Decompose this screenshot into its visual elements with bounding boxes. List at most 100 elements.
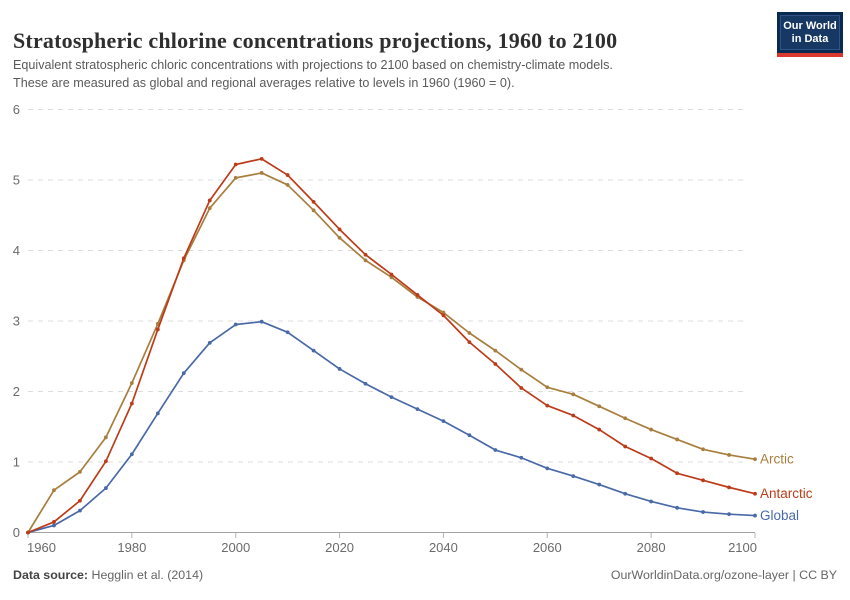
data-point-antarctic-2045[interactable] <box>467 340 472 345</box>
data-point-antarctic-2055[interactable] <box>519 386 524 390</box>
data-point-global-2025[interactable] <box>363 381 368 386</box>
data-point-antarctic-1960[interactable] <box>26 530 30 535</box>
data-point-antarctic-2090[interactable] <box>701 478 705 483</box>
data-point-antarctic-2085[interactable] <box>675 471 680 476</box>
series-label-arctic[interactable]: Arctic <box>760 452 794 467</box>
data-point-global-2040[interactable] <box>441 419 446 424</box>
data-point-global-1985[interactable] <box>155 411 160 416</box>
data-point-global-2020[interactable] <box>337 367 342 371</box>
data-point-arctic-2050[interactable] <box>493 348 498 353</box>
data-point-global-2065[interactable] <box>571 474 576 478</box>
data-point-global-2000[interactable] <box>233 322 238 327</box>
series-label-global[interactable]: Global <box>760 508 799 523</box>
series-line-arctic[interactable] <box>27 172 756 534</box>
data-point-global-2010[interactable] <box>285 330 290 335</box>
data-point-global-2100[interactable] <box>753 513 757 518</box>
data-point-antarctic-2070[interactable] <box>597 427 602 432</box>
data-point-antarctic-1995[interactable] <box>207 198 212 203</box>
data-point-antarctic-2005[interactable] <box>259 156 264 161</box>
y-tick-label: 3 <box>13 314 20 329</box>
series-label-antarctic[interactable]: Antarctic <box>760 486 813 501</box>
data-point-arctic-2080[interactable] <box>649 427 654 432</box>
data-point-arctic-2000[interactable] <box>233 175 238 180</box>
data-point-global-1980[interactable] <box>129 452 134 457</box>
data-point-antarctic-1970[interactable] <box>78 498 82 503</box>
subtitle-line-1: Equivalent stratospheric chloric concent… <box>13 58 613 72</box>
attribution-link[interactable]: OurWorldinData.org/ozone-layer | CC BY <box>610 568 837 582</box>
data-point-arctic-2085[interactable] <box>675 437 680 442</box>
data-source: Data source: Hegglin et al. (2014) <box>13 568 203 582</box>
data-point-global-2070[interactable] <box>597 482 602 487</box>
data-point-global-2090[interactable] <box>701 510 705 514</box>
data-point-arctic-2065[interactable] <box>571 392 576 397</box>
data-point-antarctic-2010[interactable] <box>285 173 290 177</box>
data-point-global-2035[interactable] <box>415 407 420 412</box>
data-point-arctic-1975[interactable] <box>103 435 108 440</box>
data-point-antarctic-1975[interactable] <box>103 459 108 464</box>
series-global[interactable]: Global <box>26 319 799 535</box>
series-arctic[interactable]: Arctic <box>26 171 794 535</box>
series-line-antarctic[interactable] <box>27 158 756 534</box>
x-tick-label: 2060 <box>533 540 562 555</box>
data-point-antarctic-2065[interactable] <box>571 413 576 418</box>
data-point-arctic-2020[interactable] <box>337 235 342 240</box>
data-point-antarctic-2080[interactable] <box>649 456 654 461</box>
data-point-antarctic-2000[interactable] <box>233 162 238 167</box>
data-point-antarctic-1985[interactable] <box>155 327 160 332</box>
data-point-antarctic-2060[interactable] <box>545 403 550 408</box>
data-point-global-1995[interactable] <box>207 340 212 345</box>
data-point-arctic-2030[interactable] <box>389 275 394 280</box>
data-point-antarctic-2050[interactable] <box>493 362 498 366</box>
y-tick-label: 0 <box>13 525 20 540</box>
series-antarctic[interactable]: Antarctic <box>26 156 813 535</box>
data-point-arctic-1995[interactable] <box>207 206 212 211</box>
data-point-global-1975[interactable] <box>103 486 108 490</box>
data-point-arctic-2075[interactable] <box>623 416 628 421</box>
data-point-antarctic-2035[interactable] <box>415 293 420 297</box>
data-point-global-2080[interactable] <box>649 499 654 504</box>
data-point-arctic-1970[interactable] <box>78 469 82 474</box>
data-point-arctic-2025[interactable] <box>363 258 368 263</box>
data-point-arctic-1980[interactable] <box>129 381 134 385</box>
data-point-arctic-2070[interactable] <box>597 404 602 409</box>
data-point-arctic-2055[interactable] <box>519 367 524 372</box>
data-point-arctic-1965[interactable] <box>52 488 56 493</box>
x-tick-label: 2000 <box>221 540 250 555</box>
data-point-arctic-2040[interactable] <box>441 310 446 315</box>
data-point-antarctic-2020[interactable] <box>337 227 342 232</box>
data-point-global-2050[interactable] <box>493 448 498 452</box>
data-point-arctic-2060[interactable] <box>545 385 550 390</box>
data-point-antarctic-1965[interactable] <box>52 520 56 524</box>
data-point-global-2075[interactable] <box>623 491 628 496</box>
data-point-arctic-2095[interactable] <box>727 453 731 457</box>
data-point-antarctic-2075[interactable] <box>623 444 628 449</box>
data-point-arctic-2015[interactable] <box>311 208 316 213</box>
data-point-antarctic-2030[interactable] <box>389 272 394 277</box>
data-point-global-1965[interactable] <box>52 523 56 528</box>
data-point-global-1990[interactable] <box>181 371 186 376</box>
data-point-antarctic-2040[interactable] <box>441 313 446 318</box>
data-point-antarctic-1990[interactable] <box>181 256 186 261</box>
data-point-arctic-2005[interactable] <box>259 171 264 175</box>
data-point-antarctic-2025[interactable] <box>363 252 368 257</box>
data-point-arctic-2090[interactable] <box>701 447 705 452</box>
page-title: Stratospheric chlorine concentrations pr… <box>13 27 618 53</box>
data-point-global-2055[interactable] <box>519 455 524 460</box>
data-point-global-1970[interactable] <box>78 508 82 513</box>
data-point-global-2085[interactable] <box>675 505 680 510</box>
data-point-antarctic-2100[interactable] <box>753 491 757 496</box>
data-point-global-2015[interactable] <box>311 348 316 353</box>
data-point-global-2045[interactable] <box>467 433 472 438</box>
data-point-global-2005[interactable] <box>259 319 264 324</box>
owid-logo-text: Our World in Data <box>780 15 840 50</box>
data-point-antarctic-1980[interactable] <box>129 401 134 406</box>
data-point-arctic-2010[interactable] <box>285 183 290 187</box>
data-point-global-2060[interactable] <box>545 466 550 471</box>
x-tick-label: 2100 <box>728 540 757 555</box>
data-point-arctic-2100[interactable] <box>753 457 757 462</box>
data-point-arctic-2045[interactable] <box>467 331 472 335</box>
data-point-global-2030[interactable] <box>389 395 394 400</box>
data-point-antarctic-2095[interactable] <box>727 485 731 490</box>
data-point-antarctic-2015[interactable] <box>311 199 316 204</box>
data-point-global-2095[interactable] <box>727 512 731 517</box>
